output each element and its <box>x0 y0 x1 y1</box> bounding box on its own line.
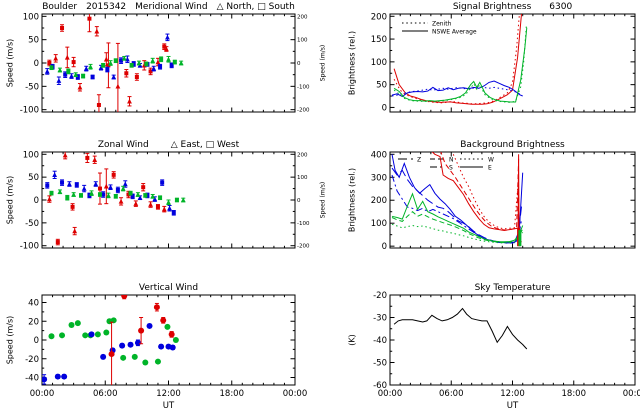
panel-zonal-plot: -100 -50 0 50 100 -200 -100 0 100 200 <box>20 150 310 251</box>
background-title: Background Brightness <box>390 140 635 150</box>
svg-text:-50: -50 <box>25 82 39 92</box>
vertical-title: Vertical Wind <box>42 283 295 293</box>
svg-text:200: 200 <box>297 152 308 158</box>
svg-text:300: 300 <box>371 173 387 183</box>
svg-text:-100: -100 <box>297 221 310 227</box>
svg-text:20: 20 <box>28 317 39 327</box>
signal-title-text: Signal Brightness <box>452 2 532 12</box>
svg-text:-200: -200 <box>297 244 310 250</box>
svg-text:18:00: 18:00 <box>220 389 245 399</box>
svg-text:00:00: 00:00 <box>283 389 308 399</box>
svg-text:12:00: 12:00 <box>156 389 181 399</box>
svg-text:-30: -30 <box>373 314 387 324</box>
svg-text:NSWE Average: NSWE Average <box>432 29 477 36</box>
svg-text:S: S <box>449 165 453 172</box>
svg-text:18:00: 18:00 <box>562 389 587 399</box>
svg-text:0: 0 <box>34 196 39 206</box>
zonal-title: Zonal Wind △ East, □ West <box>42 140 295 150</box>
svg-text:0: 0 <box>297 198 301 204</box>
svg-text:40: 40 <box>28 299 39 309</box>
panel-background-plot: 0 100 200 300 400 Z NS WE <box>371 150 636 252</box>
svg-text:-100: -100 <box>20 242 39 252</box>
signal-wavelength: 6300 <box>549 2 573 12</box>
svg-text:100: 100 <box>23 12 39 22</box>
svg-text:0: 0 <box>382 242 387 252</box>
svg-text:-100: -100 <box>297 84 310 90</box>
svg-text:0: 0 <box>297 61 301 67</box>
svg-text:0: 0 <box>34 336 39 346</box>
svg-text:UT: UT <box>163 401 175 411</box>
svg-text:50: 50 <box>28 173 39 183</box>
background-title-text: Background Brightness <box>460 140 565 150</box>
svg-text:N: N <box>449 157 454 164</box>
svg-text:100: 100 <box>23 150 39 160</box>
panel-sky-plot: -60 -50 -40 -30 -20 00:00 06:00 12:00 18:00 00:00… <box>373 291 640 411</box>
svg-text:Z: Z <box>417 157 421 164</box>
svg-text:200: 200 <box>371 12 387 22</box>
svg-text:50: 50 <box>376 81 387 91</box>
svg-text:200: 200 <box>371 196 387 206</box>
sky-title: Sky Temperature <box>390 283 635 293</box>
svg-text:0: 0 <box>382 103 387 113</box>
signal-title: Signal Brightness 6300 <box>390 2 635 12</box>
sky-title-text: Sky Temperature <box>474 283 551 293</box>
panel-vertical-plot: -40 -20 0 20 40 00:00 06:00 12:00 18:00 00:00 UT <box>25 294 308 411</box>
station-label: Boulder <box>42 2 78 12</box>
svg-text:-200: -200 <box>297 108 310 114</box>
date-label: 2015342 <box>86 2 127 12</box>
svg-text:100: 100 <box>371 58 387 68</box>
svg-text:100: 100 <box>297 175 308 181</box>
svg-text:E: E <box>488 165 492 172</box>
zonal-title-text: Zonal Wind <box>97 140 149 150</box>
svg-text:12:00: 12:00 <box>500 389 525 399</box>
svg-text:-20: -20 <box>25 355 39 365</box>
svg-text:100: 100 <box>297 38 308 44</box>
vertical-title-text: Vertical Wind <box>138 283 199 293</box>
meridional-title: Boulder 2015342 Meridional Wind △ North,… <box>42 2 295 12</box>
svg-text:-20: -20 <box>373 291 387 301</box>
svg-text:W: W <box>488 157 494 164</box>
svg-text:400: 400 <box>371 150 387 160</box>
svg-text:100: 100 <box>371 219 387 229</box>
zonal-symbol-legend: △ East, □ West <box>170 140 240 150</box>
svg-text:Zenith: Zenith <box>432 21 452 28</box>
svg-text:06:00: 06:00 <box>439 389 464 399</box>
svg-text:150: 150 <box>371 35 387 45</box>
svg-text:UT: UT <box>507 401 519 411</box>
svg-text:-40: -40 <box>25 374 39 384</box>
svg-text:-50: -50 <box>25 219 39 229</box>
svg-text:00:00: 00:00 <box>30 389 55 399</box>
svg-text:-40: -40 <box>373 336 387 346</box>
svg-text:200: 200 <box>297 14 308 20</box>
panel-meridional-plot: -100 -50 0 50 100 -200 -100 0 100 200 <box>20 12 310 116</box>
svg-text:0: 0 <box>34 59 39 69</box>
svg-text:00:00: 00:00 <box>623 389 640 399</box>
meridional-symbol-legend: △ North, □ South <box>216 2 295 12</box>
svg-text:-50: -50 <box>373 359 387 369</box>
svg-text:00:00: 00:00 <box>378 389 403 399</box>
svg-text:-100: -100 <box>20 106 39 116</box>
svg-text:50: 50 <box>28 36 39 46</box>
svg-text:06:00: 06:00 <box>93 389 118 399</box>
meridional-title-text: Meridional Wind <box>135 2 208 12</box>
svg-text:-60: -60 <box>373 381 387 391</box>
